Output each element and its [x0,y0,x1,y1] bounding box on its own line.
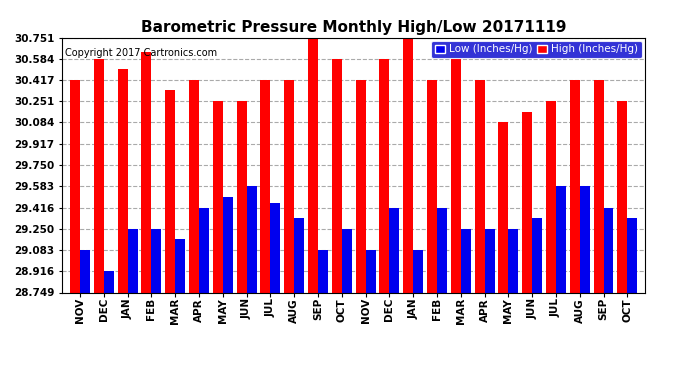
Bar [246,186,257,292]
Bar [437,207,447,292]
Bar [532,218,542,292]
Bar [593,80,604,292]
Bar [342,229,352,292]
Bar [332,59,342,292]
Bar [308,38,318,292]
Bar [413,250,423,292]
Bar [318,250,328,292]
Bar [104,271,114,292]
Bar [94,59,104,292]
Bar [546,101,556,292]
Bar [556,186,566,292]
Bar [70,80,80,292]
Bar [141,52,151,292]
Bar [627,218,638,292]
Bar [294,218,304,292]
Bar [522,112,532,292]
Bar [604,207,613,292]
Bar [80,250,90,292]
Bar [570,80,580,292]
Bar [475,80,484,292]
Bar [461,229,471,292]
Bar [509,229,518,292]
Bar [175,239,185,292]
Bar [223,197,233,292]
Bar [389,207,400,292]
Bar [403,38,413,292]
Bar [199,207,209,292]
Bar [618,101,627,292]
Bar [151,229,161,292]
Bar [270,203,280,292]
Bar [117,69,128,292]
Bar [260,80,270,292]
Bar [213,101,223,292]
Title: Barometric Pressure Monthly High/Low 20171119: Barometric Pressure Monthly High/Low 201… [141,20,566,35]
Bar [427,80,437,292]
Bar [498,123,509,292]
Text: Copyright 2017 Cartronics.com: Copyright 2017 Cartronics.com [65,48,217,58]
Bar [380,59,389,292]
Bar [165,90,175,292]
Bar [366,250,375,292]
Bar [284,80,294,292]
Bar [580,186,590,292]
Bar [451,59,461,292]
Bar [128,229,137,292]
Bar [355,80,366,292]
Bar [484,229,495,292]
Legend: Low (Inches/Hg), High (Inches/Hg): Low (Inches/Hg), High (Inches/Hg) [431,40,642,58]
Bar [237,101,246,292]
Bar [189,80,199,292]
